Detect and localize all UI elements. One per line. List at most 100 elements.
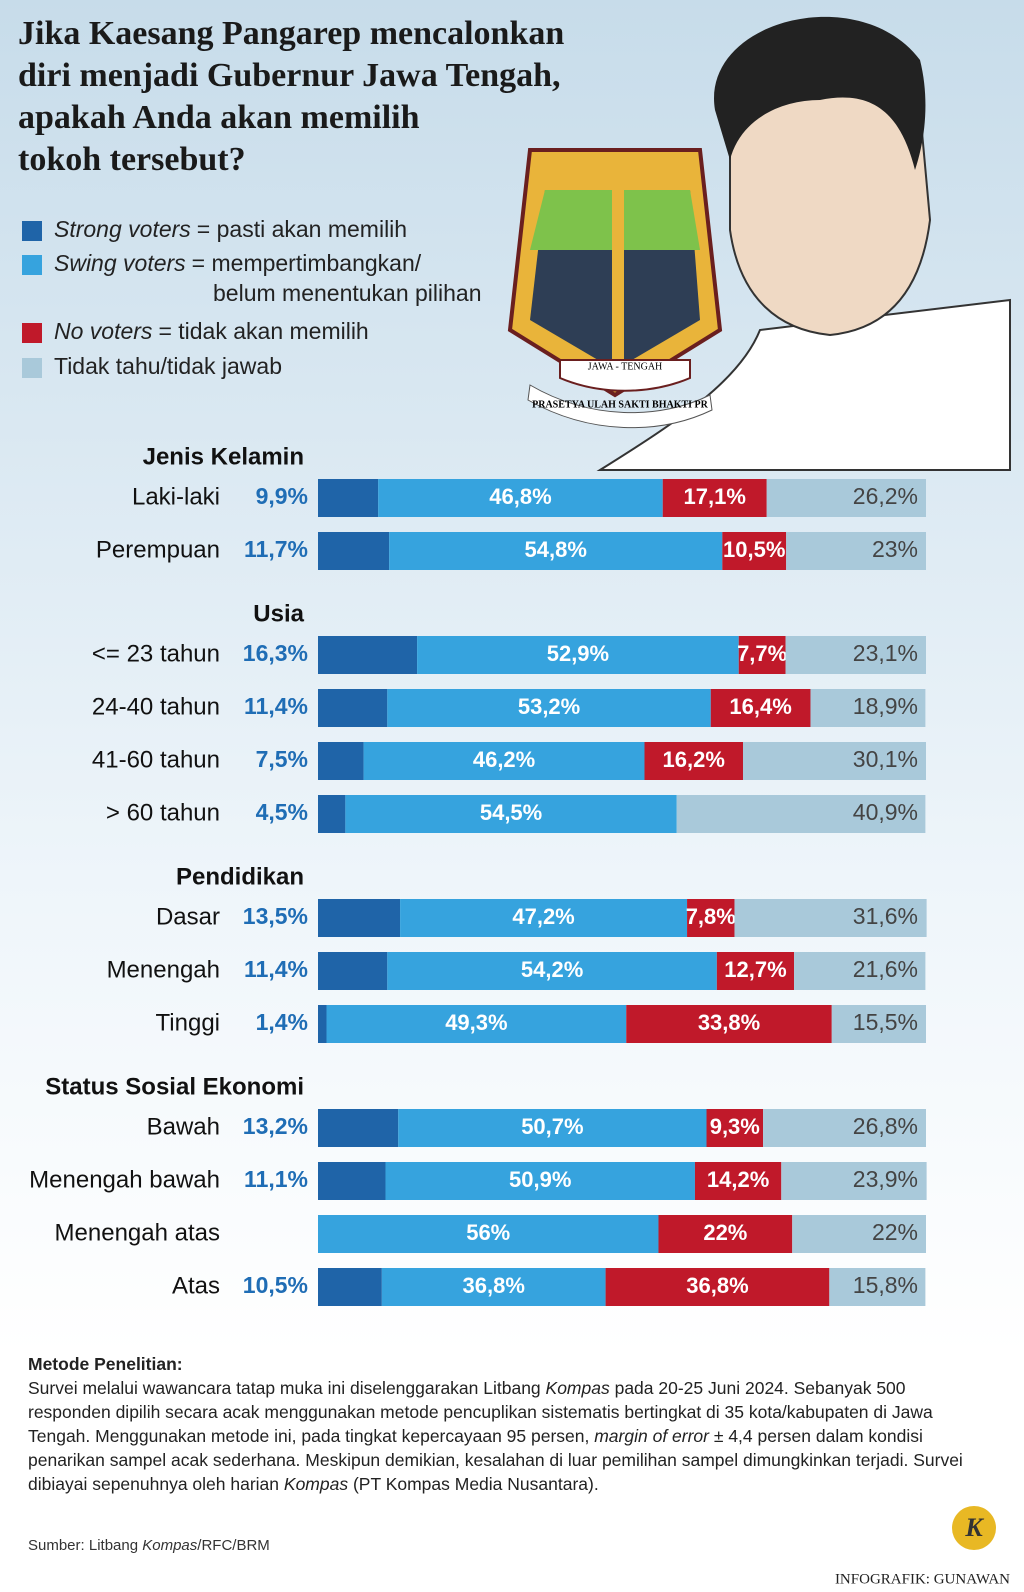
bar-segment <box>626 1005 832 1043</box>
bar-segment <box>318 899 401 937</box>
bar-segment <box>400 899 688 937</box>
legend: Strong voters = pasti akan memilih Swing v… <box>22 216 482 379</box>
category-label: Menengah <box>107 956 220 983</box>
bar-segment <box>694 1162 782 1200</box>
bar-segment <box>786 532 926 570</box>
bar-segment <box>785 636 926 674</box>
value-label: 13,2% <box>243 1113 308 1139</box>
source: Sumber: Litbang Kompas/RFC/BRM <box>28 1537 270 1554</box>
value-label: 15,5% <box>853 1009 918 1035</box>
bar-segment <box>831 1005 926 1043</box>
value-label: 49,3% <box>445 1010 507 1035</box>
illustration: JAWA - TENGAH PRASETYA ULAH SAKTI BHAKTI… <box>507 16 1011 471</box>
bar-segment <box>363 742 645 780</box>
title-line: diri menjadi Gubernur Jawa Tengah, <box>18 57 561 94</box>
text-run: Kompas <box>283 1474 349 1494</box>
bar-segment <box>781 1162 927 1200</box>
text-run: Kompas <box>545 1378 610 1398</box>
legend-swatch <box>22 358 42 378</box>
value-label: 7,7% <box>737 641 787 666</box>
legend-text: Tidak tahu/tidak jawab <box>54 353 282 379</box>
credit: INFOGRAFIK: GUNAWAN <box>835 1571 1010 1587</box>
bar-segment <box>810 689 926 727</box>
text-run: Kompas <box>142 1537 198 1554</box>
bar-segment <box>318 479 379 517</box>
title-line: Jika Kaesang Pangarep mencalonkan <box>18 15 564 52</box>
methodology: Metode Penelitian: Survei melalui wawanca… <box>28 1352 978 1496</box>
value-label: 23,1% <box>853 640 918 666</box>
value-label: 40,9% <box>853 799 918 825</box>
value-label: 12,7% <box>724 957 786 982</box>
methodology-text: Survei melalui wawancara tatap muka ini … <box>28 1376 978 1496</box>
text-run: Sumber: Litbang <box>28 1537 143 1554</box>
group-title: Pendidikan <box>176 863 304 890</box>
legend-text: Strong voters = pasti akan memilih <box>54 216 407 242</box>
legend-definition: = pasti akan memilih <box>197 216 407 242</box>
value-label: 50,9% <box>509 1167 571 1192</box>
methodology-heading: Metode Penelitian: <box>28 1354 183 1374</box>
bar-segment <box>658 1215 793 1253</box>
category-label: > 60 tahun <box>106 799 220 826</box>
bar-segment <box>676 795 926 833</box>
value-label: 11,7% <box>244 536 308 562</box>
value-label: 7,5% <box>256 746 308 772</box>
value-label: 52,9% <box>547 641 609 666</box>
value-label: 10,5% <box>243 1272 308 1298</box>
text-run: ± 4,4 persen dalam kondisi penarikan sam… <box>28 1426 963 1494</box>
text-run: Survei melalui wawancara tatap muka ini … <box>28 1378 546 1398</box>
category-label: Menengah atas <box>55 1219 220 1246</box>
category-label: <= 23 tahun <box>92 640 220 667</box>
value-label: 22% <box>703 1220 747 1245</box>
text-run: pada 20-25 Juni 2024. Sebanyak 500 respo… <box>28 1378 933 1446</box>
value-label: 23% <box>872 536 918 562</box>
bar-segment <box>722 532 787 570</box>
legend-text: Swing voters = mempertimbangkan/ <box>54 250 422 276</box>
legend-term: Swing voters <box>54 250 186 276</box>
category-label: Laki-laki <box>132 483 220 510</box>
bar-segment <box>318 742 364 780</box>
title-line: tokoh tersebut? <box>18 141 246 178</box>
value-label: 16,2% <box>663 747 725 772</box>
value-label: 46,8% <box>489 484 551 509</box>
category-label: Bawah <box>147 1113 220 1140</box>
bar-segment <box>318 532 390 570</box>
bar-segment <box>738 636 786 674</box>
bar-segment <box>417 636 739 674</box>
value-label: 54,2% <box>521 957 583 982</box>
bar-segment <box>318 636 418 674</box>
emblem-motto: PRASETYA ULAH SAKTI BHAKTI PR <box>532 399 709 410</box>
bar-segment <box>662 479 767 517</box>
value-label: 13,5% <box>243 903 308 929</box>
bar-segment <box>389 532 723 570</box>
legend-definition: belum menentukan pilihan <box>213 280 482 306</box>
group-title: Status Sosial Ekonomi <box>45 1073 304 1100</box>
title: Jika Kaesang Pangarep mencalonkan diri me… <box>18 15 564 178</box>
logo: K <box>964 1513 984 1542</box>
text-run: (PT Kompas Media Nusantara). <box>348 1474 599 1494</box>
title-line: apakah Anda akan memilih <box>18 99 420 136</box>
value-label: 15,8% <box>853 1272 918 1298</box>
value-label: 9,3% <box>710 1114 760 1139</box>
bar-segment <box>644 742 743 780</box>
category-label: Atas <box>172 1272 220 1299</box>
value-label: 50,7% <box>521 1114 583 1139</box>
value-label: 56% <box>466 1220 510 1245</box>
text-run: /RFC/BRM <box>197 1537 270 1554</box>
bar-segment <box>398 1109 707 1147</box>
legend-term: No voters <box>54 318 153 344</box>
bar-segment <box>766 479 926 517</box>
value-label: 16,3% <box>243 640 308 666</box>
legend-swatch <box>22 221 42 241</box>
bar-segment <box>318 952 388 990</box>
bar-segment <box>318 1109 399 1147</box>
value-label: 4,5% <box>256 799 308 825</box>
emblem-name: JAWA - TENGAH <box>588 361 663 372</box>
category-label: Perempuan <box>96 536 220 563</box>
value-label: 36,8% <box>686 1273 748 1298</box>
bar-segment <box>742 742 926 780</box>
value-label: 1,4% <box>256 1009 308 1035</box>
legend-definition: = tidak akan memilih <box>158 318 368 344</box>
bar-segment <box>318 1215 659 1253</box>
logo-circle <box>952 1506 996 1550</box>
